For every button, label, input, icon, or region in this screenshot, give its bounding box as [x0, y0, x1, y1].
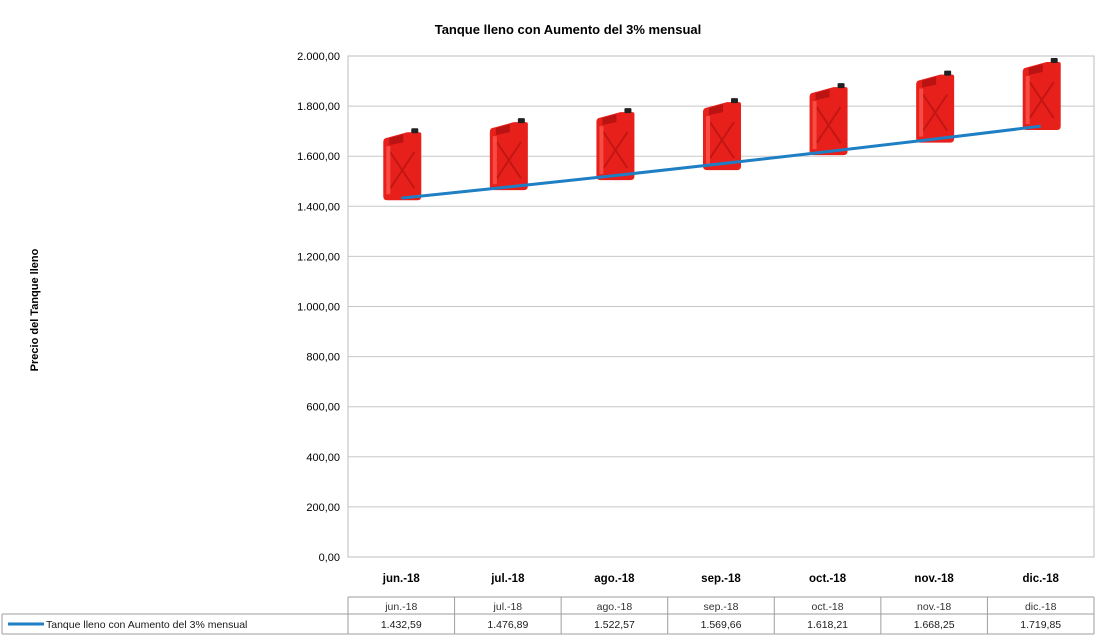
y-axis-title: Precio del Tanque lleno — [29, 248, 41, 371]
table-category-cell: nov.-18 — [917, 601, 951, 613]
table-value-cell: 1.569,66 — [701, 619, 742, 631]
jerrycan-highlight — [599, 126, 604, 175]
jerrycan-icon — [1022, 58, 1061, 131]
y-tick-label: 1.200,00 — [297, 251, 340, 263]
y-tick-label: 800,00 — [306, 352, 340, 364]
jerrycan-emboss — [922, 94, 948, 132]
y-tick-label: 1.800,00 — [297, 101, 340, 113]
plot-area-border — [347, 55, 1095, 558]
table-value-cell: 1.432,59 — [381, 619, 422, 631]
jerrycan-cap — [731, 98, 738, 104]
jerrycan-handle — [389, 134, 404, 146]
jerrycan-cap — [624, 108, 632, 114]
table-category-cell: sep.-18 — [703, 601, 738, 613]
table-category-cell: oct.-18 — [812, 601, 844, 613]
jerrycan-icon — [596, 108, 635, 181]
table-value-cell: 1.476,89 — [487, 619, 528, 631]
jerrycan-emboss — [389, 151, 416, 189]
jerrycan-highlight — [386, 146, 391, 195]
table-category-cell: jun.-18 — [384, 601, 417, 613]
x-tick-label: jun.-18 — [382, 573, 421, 585]
y-tick-label: 400,00 — [306, 452, 340, 464]
y-tick-label: 600,00 — [306, 402, 340, 414]
jerrycan-handle — [709, 104, 723, 116]
chart-title: Tanque lleno con Aumento del 3% mensual — [435, 22, 702, 37]
jerrycan-highlight — [492, 136, 497, 185]
jerrycan-emboss — [815, 106, 842, 144]
x-tick-label: dic.-18 — [1022, 573, 1059, 585]
jerrycan-handle — [602, 114, 617, 126]
jerrycan-highlight — [1025, 76, 1030, 125]
jerrycan-cap — [837, 83, 845, 89]
table-value-cell: 1.668,25 — [914, 619, 955, 631]
y-tick-label: 1.600,00 — [297, 151, 340, 163]
table-value-cell: 1.618,21 — [807, 619, 848, 631]
jerrycan-emboss — [496, 141, 522, 179]
table-category-cell: dic.-18 — [1025, 601, 1057, 613]
jerrycan-cap — [1050, 58, 1058, 64]
table-category-cell: jul.-18 — [493, 601, 523, 613]
table-category-cell: ago.-18 — [597, 601, 633, 613]
jerrycan-handle — [1028, 64, 1043, 76]
jerrycan-icon — [383, 128, 422, 201]
x-axis-ticks: jun.-18 jul.-18 ago.-18 sep.-18 oct.-18 nov.-… — [382, 573, 1060, 585]
y-tick-label: 200,00 — [306, 502, 340, 514]
jerrycan-icon — [703, 98, 741, 171]
series-line — [401, 124, 1041, 200]
jerrycan-emboss — [602, 131, 629, 169]
jerrycan-cap — [944, 70, 952, 76]
jerrycan-cap — [517, 118, 525, 124]
legend-label: Tanque lleno con Aumento del 3% mensual — [46, 619, 247, 631]
data-table: jun.-18 jul.-18 ago.-18 sep.-18 oct.-18 nov.-… — [1, 596, 1095, 635]
x-tick-label: nov.-18 — [914, 573, 954, 585]
jerrycan-handle — [815, 89, 830, 101]
y-axis-ticks: 0,00 200,00 400,00 600,00 800,00 1.000,00 1.20… — [297, 51, 340, 564]
jerrycan-cap — [411, 128, 419, 134]
jerrycan-highlight — [706, 116, 710, 165]
jerrycan-highlight — [919, 88, 924, 137]
x-tick-label: ago.-18 — [594, 573, 635, 585]
x-tick-label: jul.-18 — [490, 573, 525, 585]
jerrycan-highlight — [812, 101, 817, 150]
jerrycan-icon — [916, 70, 955, 143]
jerrycan-icon — [809, 83, 848, 156]
jerrycan-emboss — [709, 121, 735, 159]
y-tick-label: 1.400,00 — [297, 201, 340, 213]
y-tick-label: 0,00 — [319, 552, 340, 564]
x-tick-label: oct.-18 — [809, 573, 847, 585]
jerrycan-icon — [489, 118, 528, 191]
table-value-cell: 1.522,57 — [594, 619, 635, 631]
jerrycan-emboss — [1028, 81, 1055, 119]
jerrycan-icons — [383, 58, 1061, 201]
jerrycan-handle — [922, 76, 937, 88]
jerrycan-handle — [495, 124, 510, 136]
x-tick-label: sep.-18 — [701, 573, 741, 585]
y-tick-label: 1.000,00 — [297, 302, 340, 314]
series-line-layer — [401, 124, 1041, 200]
y-tick-label: 2.000,00 — [297, 51, 340, 63]
table-value-cell: 1.719,85 — [1020, 619, 1061, 631]
